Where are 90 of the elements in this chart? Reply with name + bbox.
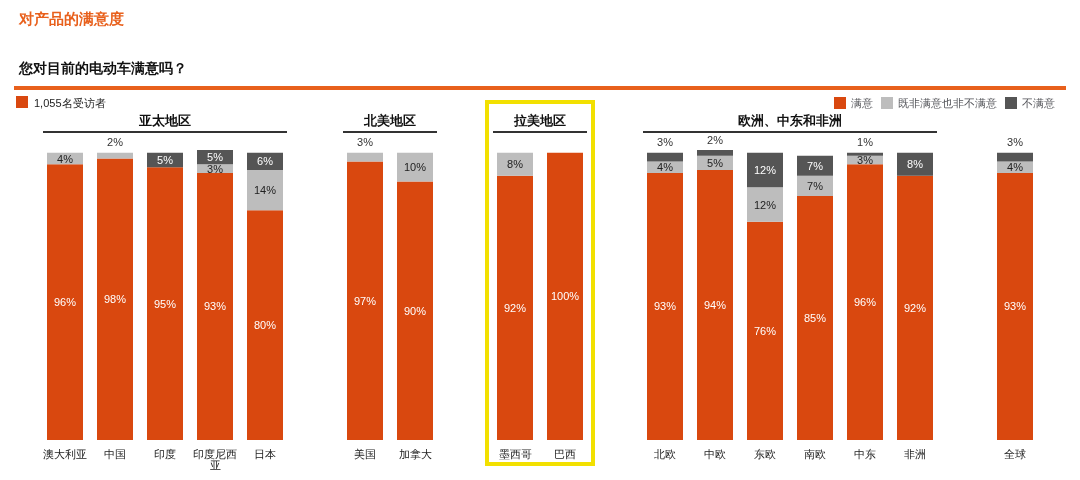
bar <box>97 158 133 440</box>
bar <box>197 172 233 440</box>
bar <box>347 152 383 162</box>
bar <box>697 170 733 440</box>
bar <box>797 195 833 440</box>
data-label: 3% <box>857 154 874 167</box>
data-label: 94% <box>703 299 727 312</box>
x-tick-label: 东欧 <box>754 447 776 460</box>
bar <box>997 172 1033 440</box>
text: 北美地区 <box>363 113 416 128</box>
bar <box>847 164 883 440</box>
data-label: 7% <box>807 179 824 192</box>
x-tick-label: 日本 <box>254 447 276 460</box>
bar <box>897 175 933 440</box>
data-label: 93% <box>1003 300 1027 313</box>
data-label: 5% <box>207 151 224 164</box>
bar <box>997 152 1033 162</box>
x-tick-label: 中东 <box>854 447 876 460</box>
bar <box>497 175 533 440</box>
data-label: 93% <box>653 300 677 313</box>
data-label: 3% <box>1007 136 1024 149</box>
data-label: 95% <box>153 297 177 310</box>
data-label: 2% <box>107 136 124 149</box>
text: 亚太地区 <box>138 113 191 128</box>
bar <box>247 170 283 211</box>
x-tick-label: 中国 <box>104 447 126 460</box>
data-label: 96% <box>53 296 77 309</box>
data-label: 6% <box>257 155 274 168</box>
data-label: 3% <box>207 162 224 175</box>
legend-label: 满意 <box>851 97 873 109</box>
bar <box>847 152 883 156</box>
data-label: 8% <box>907 158 924 171</box>
text: 1,055名受访者 <box>34 96 106 109</box>
x-tick-label: 巴西 <box>554 447 576 460</box>
data-label: 5% <box>157 154 174 167</box>
data-label: 5% <box>707 156 724 169</box>
data-label: 96% <box>853 296 877 309</box>
data-label: 12% <box>753 164 777 177</box>
data-label: 7% <box>807 159 824 172</box>
x-tick-label: 印度 <box>154 447 176 460</box>
x-tick-label: 印度尼西亚 <box>193 447 237 471</box>
data-label: 10% <box>403 161 427 174</box>
x-tick-label: 墨西哥 <box>498 447 532 460</box>
bar <box>397 152 433 182</box>
x-tick-label: 美国 <box>354 447 376 460</box>
data-label: 98% <box>103 293 127 306</box>
bar <box>147 167 183 440</box>
bar <box>697 150 733 156</box>
data-label: 76% <box>753 324 777 337</box>
data-label: 2% <box>707 133 724 146</box>
data-label: 100% <box>550 290 580 303</box>
x-tick-label: 加拿大 <box>398 447 432 460</box>
bar <box>747 152 783 188</box>
data-label: 92% <box>903 301 927 314</box>
x-tick-label: 北欧 <box>654 447 676 460</box>
bar <box>397 181 433 440</box>
data-label: 3% <box>357 136 374 149</box>
data-label: 85% <box>803 311 827 324</box>
data-label: 97% <box>353 294 377 307</box>
data-label: 12% <box>753 198 777 211</box>
bar <box>747 221 783 440</box>
bar <box>247 210 283 440</box>
data-label: 4% <box>657 161 674 174</box>
bar <box>47 164 83 440</box>
bar <box>647 172 683 440</box>
data-label: 3% <box>657 136 674 149</box>
text: 拉美地区 <box>513 113 566 128</box>
x-tick-label: 非洲 <box>904 447 926 460</box>
bar <box>97 152 133 159</box>
legend-label: 不满意 <box>1022 97 1055 109</box>
data-label: 80% <box>253 319 277 332</box>
data-label: 14% <box>253 184 277 197</box>
bar <box>647 152 683 162</box>
x-tick-label: 中欧 <box>704 447 726 460</box>
text: 欧洲、中东和非洲 <box>738 113 842 128</box>
data-label: 8% <box>507 158 524 171</box>
data-label: 92% <box>503 301 527 314</box>
chart-title: 对产品的满意度 <box>18 10 124 27</box>
data-label: 1% <box>857 136 874 149</box>
data-label: 4% <box>1007 161 1024 174</box>
x-tick-label: 澳大利亚 <box>43 447 87 460</box>
x-tick-label: 全球 <box>1004 447 1026 460</box>
bar <box>747 187 783 222</box>
x-tick-label: 南欧 <box>804 447 826 460</box>
chart-subtitle: 您对目前的电动车满意吗？ <box>18 60 187 76</box>
bar <box>347 161 383 440</box>
legend-label: 既非满意也非不满意 <box>898 97 997 109</box>
data-label: 90% <box>403 304 427 317</box>
data-label: 4% <box>57 152 74 165</box>
data-label: 93% <box>203 300 227 313</box>
